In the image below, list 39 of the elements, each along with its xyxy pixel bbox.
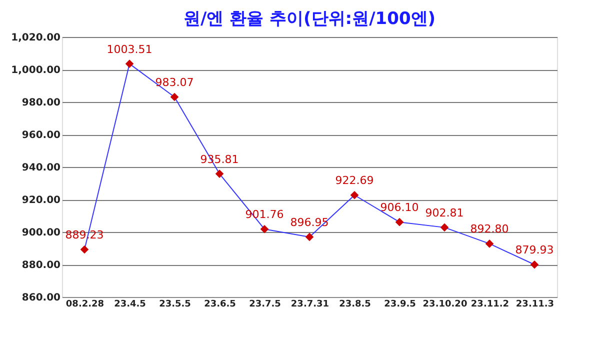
- point: [440, 224, 448, 232]
- x-tick-label: 23.6.5: [204, 300, 236, 310]
- x-tick-label: 23.4.5: [114, 300, 146, 310]
- x-tick-label: 23.7.31: [290, 300, 330, 310]
- y-tick-label: 920.00: [22, 195, 61, 206]
- point: [170, 93, 178, 101]
- y-tick-label: 1,020.00: [11, 32, 61, 44]
- point: [80, 246, 88, 254]
- point: [260, 225, 268, 233]
- data-label: 983.07: [155, 76, 194, 90]
- y-tick-label: 960.00: [22, 130, 61, 141]
- x-tick-label: 23.11.3: [516, 300, 554, 310]
- point: [350, 191, 358, 199]
- y-tick-label: 860.00: [22, 292, 61, 304]
- point: [486, 240, 494, 248]
- data-label: 1003.51: [106, 42, 152, 56]
- data-label: 892.80: [470, 222, 509, 236]
- y-tick-label: 1,000.00: [11, 65, 61, 76]
- point: [126, 60, 134, 68]
- y-tick-label: 900.00: [22, 228, 61, 238]
- x-tick-label: 23.7.5: [249, 300, 281, 310]
- point: [530, 260, 538, 268]
- y-tick-label: 940.00: [22, 162, 61, 174]
- data-label: 922.69: [335, 174, 374, 188]
- y-tick-label: 980.00: [22, 98, 61, 108]
- y-tick-label: 880.00: [22, 260, 61, 271]
- x-tick-label: 23.5.5: [159, 300, 191, 310]
- point: [396, 218, 404, 226]
- x-tick-label: 08.2.28: [66, 300, 104, 310]
- data-label: 906.10: [380, 201, 419, 214]
- data-label: 902.81: [425, 206, 464, 220]
- chart-title: 원/엔 환율 추이(단위:원/100엔): [183, 9, 436, 29]
- point: [216, 170, 224, 178]
- x-tick-label: 23.11.2: [470, 300, 510, 310]
- x-tick-label: 23.9.5: [384, 300, 416, 310]
- x-tick-label: 23.8.5: [339, 300, 371, 310]
- x-tick-label: 23.10.20: [422, 300, 468, 310]
- point: [306, 233, 314, 241]
- data-label: 879.93: [515, 244, 554, 257]
